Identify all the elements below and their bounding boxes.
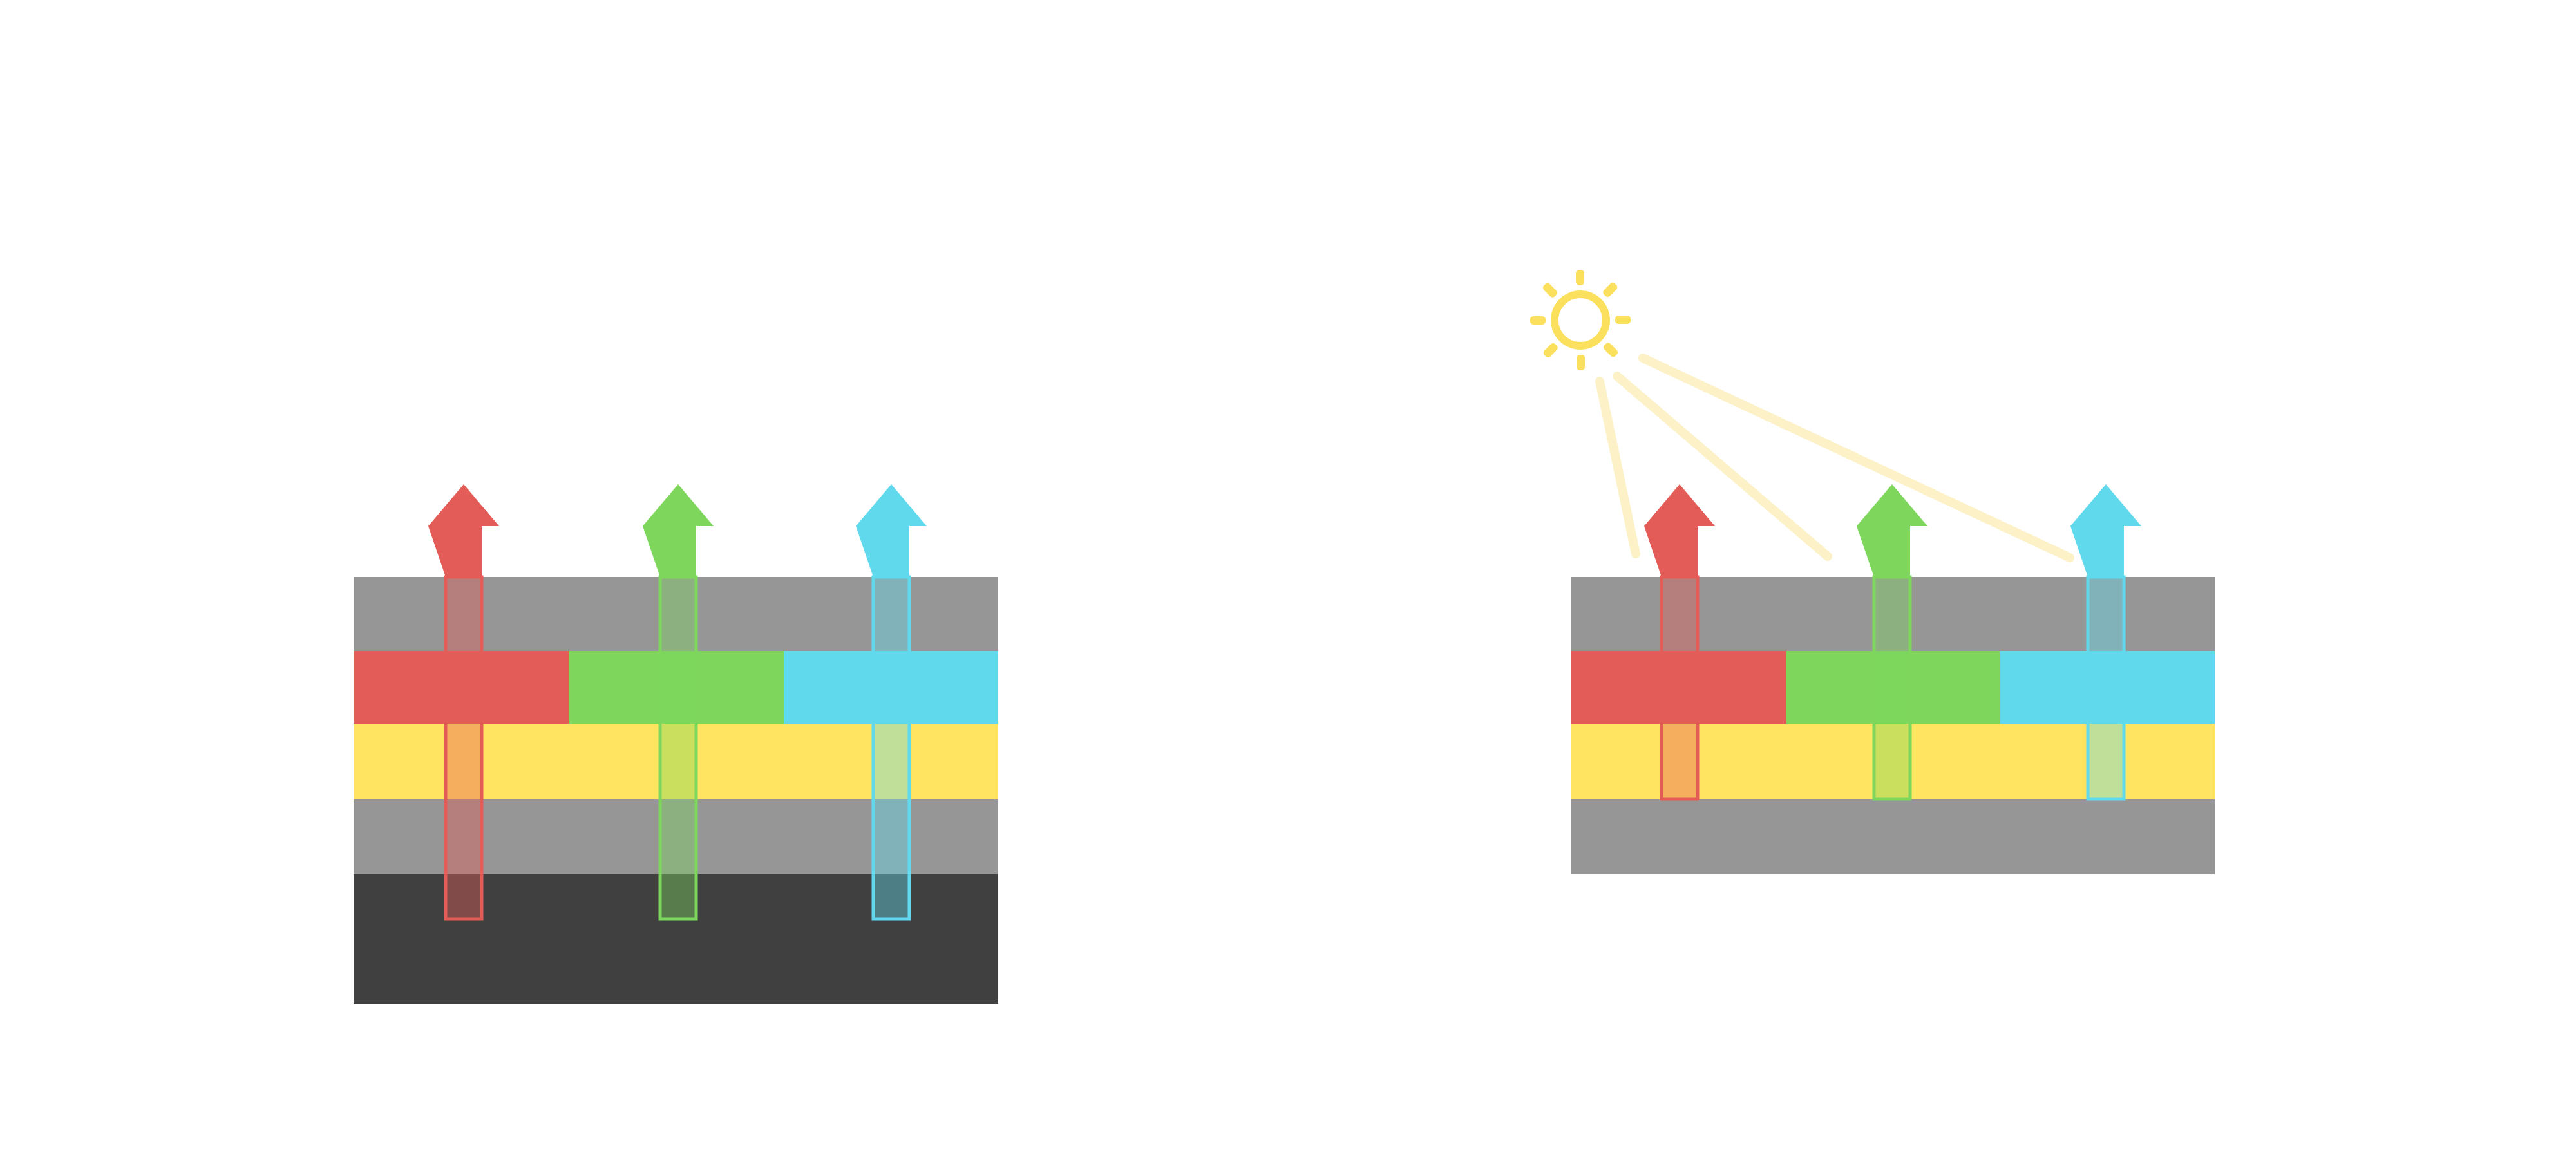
sun-ray [1530,316,1546,325]
sun-icon [1530,270,1631,370]
left-green-arrow-head [643,484,714,577]
left-yellow-layer [354,724,998,799]
sunbeam-right [1638,354,2074,562]
sun-ray [1615,316,1631,324]
sun-ray [1603,282,1618,297]
reflective-display-diagram [1530,270,2215,874]
right-yellow-layer [1571,724,2215,799]
sun-ray [1542,283,1557,298]
right-green-arrow-head [1857,484,1927,577]
right-gray-layer-top [1571,577,2215,651]
left-red-arrow-shaft [444,575,484,921]
left-green-arrow-shaft [658,575,698,921]
right-green-light-arrow [1857,484,1927,801]
right-pixel-green-segment [1786,651,2000,724]
sun-ray [1604,343,1618,357]
sunbeam-middle [1613,372,1832,561]
right-gray-layer-bottom [1571,799,2215,874]
left-cyan-light-arrow [856,484,927,921]
right-pixel-red-segment [1571,651,1786,724]
left-pixel-red-segment [354,651,569,724]
left-gray-layer-top [354,577,998,651]
right-cyan-arrow-shaft [2086,575,2126,801]
sun-rays [1530,270,1631,370]
emissive-display-diagram [354,484,998,1004]
sun-disc-outline [1551,290,1610,350]
left-backlight-dark-layer [354,874,998,1004]
left-cyan-arrow-shaft [871,575,911,921]
left-green-light-arrow [643,484,714,921]
sun-ray [1543,343,1558,358]
right-green-arrow-shaft [1872,575,1912,801]
right-red-light-arrow [1644,484,1715,801]
left-red-arrow-head [428,484,499,577]
right-cyan-arrow-head [2070,484,2141,577]
left-gray-layer-bottom [354,799,998,874]
right-red-arrow-head [1644,484,1715,577]
left-red-light-arrow [428,484,499,921]
sunbeam-left [1595,377,1640,558]
right-red-arrow-shaft [1660,575,1700,801]
sunbeams [1595,354,2074,562]
sun-ray [1577,355,1585,370]
left-cyan-arrow-head [856,484,927,577]
right-pixel-cyan-segment [2000,651,2215,724]
sun-ray [1576,270,1584,285]
left-pixel-cyan-segment [784,651,998,724]
left-pixel-green-segment [569,651,784,724]
right-cyan-light-arrow [2070,484,2141,801]
